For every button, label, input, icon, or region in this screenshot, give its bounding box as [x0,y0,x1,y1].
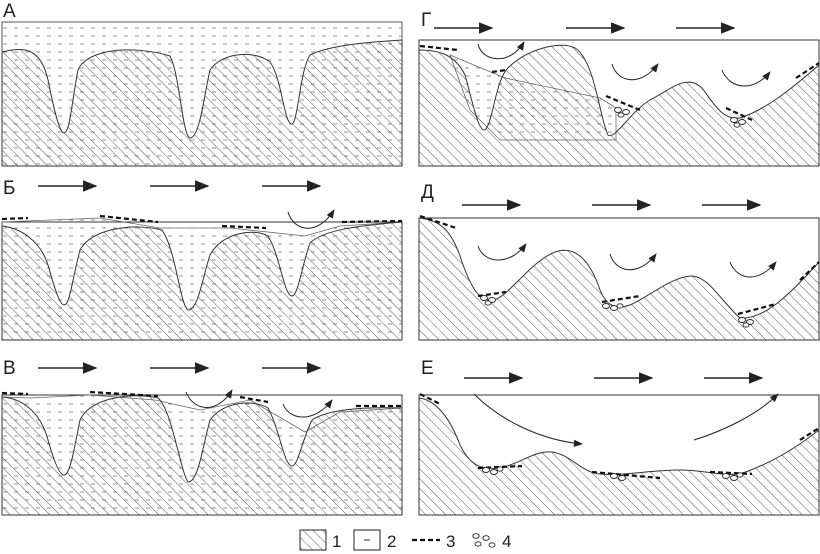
eddy-arrow [477,243,527,261]
panel-e-label: Е [421,358,434,379]
lag-deposit-line [341,219,403,224]
panel-v: В [1,358,403,516]
bedrock-e [418,397,820,516]
eddy-arrow [693,393,779,441]
legend-item-bedrock: 1 [299,529,341,551]
panel-g: Г [418,10,820,167]
eddy-arrow [609,253,657,271]
panel-b: Б [1,178,403,341]
bedrock-a [1,39,403,167]
panel-b-label: Б [3,178,15,199]
eddy-arrow [477,41,525,60]
panel-a: А [1,1,403,167]
lag-deposit-line [725,107,753,121]
legend-label: 1 [332,532,341,551]
lag-deposit-line [99,214,159,224]
lag-deposit-line [709,470,753,476]
bedrock-v [1,395,403,516]
lag-deposit-line [491,68,507,74]
lag-deposit-line [1,391,29,396]
eddy-arrow [282,399,333,418]
bedrock-d [418,217,820,341]
lag-deposit-line [601,294,641,304]
lag-deposit-line [605,94,641,112]
eddy-arrow [721,69,771,87]
eddy-arrow [611,63,659,81]
panel-d-label: Д [421,182,434,203]
lag-deposit-line [419,393,441,405]
panel-g-label: Г [421,10,431,31]
lag-deposit-line [795,62,820,79]
eddy-arrow [185,389,233,408]
lag-deposit-line [591,470,661,480]
bedrock-b [1,221,403,341]
lag-deposit-line [799,261,820,281]
panel-d: Д [418,182,820,341]
lag-deposit-line [799,427,820,441]
legend-label: 2 [387,532,396,551]
lag-deposit-line [239,395,269,404]
lag-deposit-line [1,216,29,221]
panel-a-label: А [3,1,16,22]
pebbles [482,466,744,481]
legend-swatch-pebbles [472,533,496,548]
legend-label: 3 [446,532,455,551]
lag-deposit-line [89,390,159,398]
legend-item-dashed-line: 3 [412,532,455,551]
panel-e: Е [418,358,820,516]
lag-deposit-line [419,44,459,52]
panel-v-label: В [3,358,16,379]
legend-label: 4 [502,532,511,551]
pebbles [614,107,746,128]
pebbles [480,295,754,328]
eddy-arrow [473,393,583,447]
eddy-arrow [287,209,335,229]
legend-item-sediment: 2 [353,529,396,551]
lag-deposit-line [477,464,523,470]
lag-deposit-line [221,224,267,230]
legend: 1 2 3 4 [299,529,511,551]
eddy-arrow [729,261,777,278]
legend-item-pebbles: 4 [472,532,511,551]
lag-deposit-line [737,302,777,316]
lag-deposit-line [419,214,457,230]
legend-swatch-hatch [299,529,327,551]
